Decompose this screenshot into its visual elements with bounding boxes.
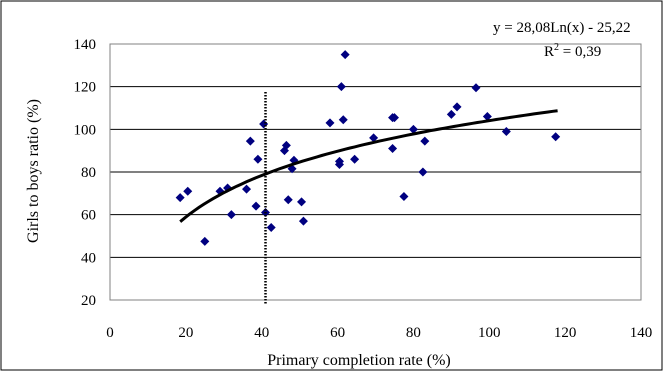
x-tick-label: 60	[330, 325, 345, 341]
data-point	[334, 160, 344, 170]
data-point	[471, 83, 481, 93]
data-point	[399, 192, 409, 202]
data-point	[297, 197, 307, 207]
data-point	[452, 102, 462, 112]
data-point	[200, 236, 210, 246]
data-point	[245, 136, 255, 146]
r-squared-symbol: R	[544, 44, 554, 60]
equation-label: y = 28,08Ln(x) - 25,22	[493, 20, 631, 36]
y-tick-label: 40	[81, 250, 96, 266]
y-axis-title: Girls to boys ratio (%)	[25, 99, 42, 243]
x-axis-title: Primary completion rate (%)	[267, 352, 451, 369]
r-squared-label: R2 = 0,39	[544, 42, 601, 60]
x-tick-label: 120	[554, 325, 577, 341]
y-tick-labels: 20 40 60 80 100 120 140	[74, 37, 97, 309]
data-point	[446, 109, 456, 119]
data-point	[242, 184, 252, 194]
y-tick-label: 100	[74, 122, 97, 138]
data-point	[340, 50, 350, 60]
x-tick-label: 0	[106, 325, 114, 341]
data-point	[183, 186, 193, 196]
r-squared-value: = 0,39	[559, 44, 601, 60]
r-squared-exponent: 2	[554, 42, 559, 53]
y-tick-label: 60	[81, 208, 96, 224]
data-point	[408, 124, 418, 134]
x-tick-label: 40	[254, 325, 269, 341]
data-point	[253, 154, 263, 164]
x-tick-label: 140	[630, 325, 653, 341]
data-point	[369, 133, 379, 143]
data-point	[281, 140, 291, 150]
data-points	[175, 50, 561, 246]
data-point	[501, 126, 511, 136]
data-point	[389, 113, 399, 123]
data-point	[283, 195, 293, 205]
data-point	[226, 210, 236, 220]
data-point	[418, 167, 428, 177]
x-tick-label: 80	[406, 325, 421, 341]
data-point	[298, 216, 308, 226]
data-point	[420, 136, 430, 146]
y-tick-label: 120	[74, 80, 97, 96]
data-point	[350, 154, 360, 164]
gridlines	[110, 86, 641, 258]
data-point	[336, 82, 346, 92]
data-point	[251, 201, 261, 211]
y-tick-label: 20	[81, 293, 96, 309]
data-point	[482, 112, 492, 122]
y-tick-label: 140	[74, 37, 97, 53]
x-tick-label: 100	[478, 325, 501, 341]
data-point	[338, 115, 348, 125]
x-tick-label: 20	[178, 325, 193, 341]
y-tick-label: 80	[81, 165, 96, 181]
data-point	[551, 132, 561, 142]
data-point	[266, 222, 276, 232]
data-point	[325, 118, 335, 128]
x-tick-labels: 0 20 40 60 80 100 120 140	[106, 325, 652, 341]
trendline	[179, 109, 558, 223]
plot-area	[109, 43, 642, 301]
data-point	[388, 144, 398, 154]
data-point	[175, 193, 185, 203]
